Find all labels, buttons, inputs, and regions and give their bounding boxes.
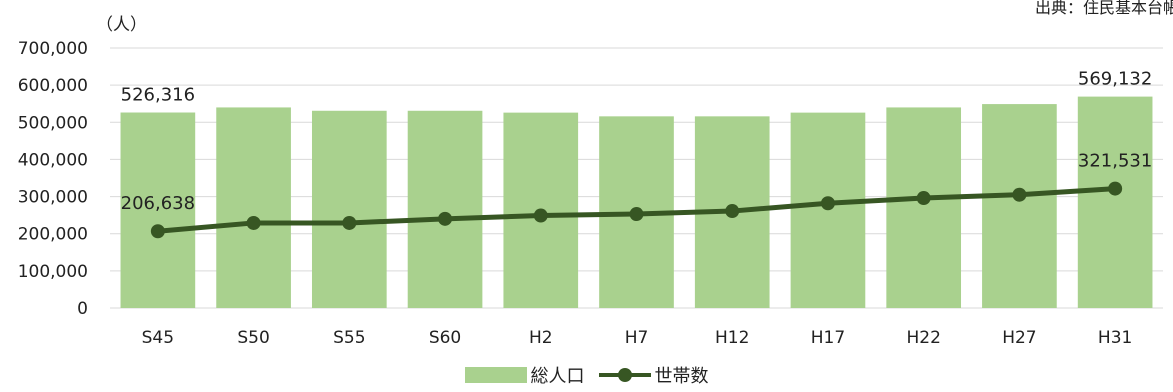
x-tick-label: H12 <box>715 328 749 348</box>
households-point <box>342 215 357 230</box>
data-label: 321,531 <box>1078 151 1152 172</box>
legend-item-line: 世帯数 <box>598 362 709 388</box>
bar <box>216 107 291 308</box>
x-tick-label: S60 <box>429 328 461 348</box>
y-tick-label: 100,000 <box>18 262 88 282</box>
y-axis-ticks: 0 100,000 200,000 300,000 400,000 500,000 600,… <box>18 39 88 319</box>
households-point <box>1108 181 1123 196</box>
households-point <box>1012 187 1027 202</box>
y-axis-unit-label: （人） <box>96 15 147 35</box>
data-label: 526,316 <box>121 85 195 106</box>
bar <box>982 104 1057 308</box>
households-point <box>533 208 548 223</box>
y-tick-label: 0 <box>77 299 88 319</box>
legend-label-line: 世帯数 <box>654 366 709 387</box>
households-point <box>820 196 835 211</box>
y-tick-label: 500,000 <box>18 113 88 133</box>
bar <box>1077 96 1153 308</box>
legend-swatch-bar <box>464 367 527 383</box>
households-point <box>725 204 740 219</box>
y-tick-label: 400,000 <box>18 150 88 170</box>
households-point <box>916 191 931 206</box>
households-point <box>150 224 165 239</box>
line-households <box>150 181 1123 239</box>
households-point <box>246 215 261 230</box>
y-tick-label: 300,000 <box>18 188 88 208</box>
legend: 総人口 世帯数 <box>0 362 1173 388</box>
legend-swatch-line <box>598 367 651 383</box>
bar <box>790 112 866 308</box>
data-label: 206,638 <box>121 193 195 214</box>
x-tick-label: S45 <box>142 328 174 348</box>
bar <box>120 112 196 308</box>
y-tick-label: 700,000 <box>18 39 88 59</box>
x-axis-ticks: S45 S50 S55 S60 H2 H7 H12 H17 H22 H27 H31 <box>142 328 1133 348</box>
legend-label-bar: 総人口 <box>530 366 585 387</box>
source-note: 出典：住民基本台帳 <box>1034 0 1173 17</box>
y-tick-label: 200,000 <box>18 225 88 245</box>
bar <box>407 110 483 309</box>
households-point <box>438 211 453 226</box>
legend-item-bar: 総人口 <box>464 362 585 388</box>
x-tick-label: H17 <box>811 328 845 348</box>
x-tick-label: H31 <box>1098 328 1132 348</box>
data-label: 569,132 <box>1078 69 1152 90</box>
x-tick-label: S50 <box>237 328 269 348</box>
x-tick-label: H7 <box>625 328 649 348</box>
households-point <box>629 207 644 222</box>
y-tick-label: 600,000 <box>18 76 88 96</box>
x-tick-label: H27 <box>1002 328 1036 348</box>
bar <box>886 107 962 308</box>
bar <box>311 110 387 309</box>
bars-total-population <box>120 96 1153 309</box>
x-tick-label: H22 <box>906 328 940 348</box>
x-tick-label: S55 <box>333 328 365 348</box>
data-labels: 526,316 569,132 206,638 321,531 <box>121 69 1153 215</box>
x-tick-label: H2 <box>529 328 553 348</box>
